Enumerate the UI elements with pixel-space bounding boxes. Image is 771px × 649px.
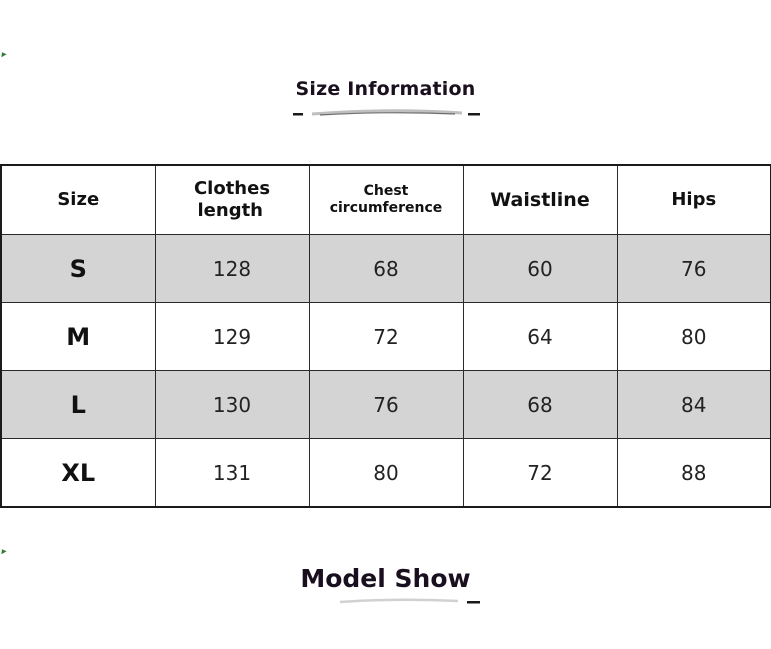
title-underline-decoration <box>293 109 480 116</box>
hips-cell: 80 <box>616 302 771 371</box>
table-row: L 130 76 68 84 <box>0 370 771 439</box>
corner-mark-icon <box>0 50 7 58</box>
header-hips: Hips <box>616 164 771 235</box>
length-cell: 128 <box>154 234 310 303</box>
table-row: M 129 72 64 80 <box>0 302 771 371</box>
size-information-title: Size Information <box>295 78 476 100</box>
header-clothes-length-line1: Clothes <box>193 178 271 200</box>
table-row: S 128 68 60 76 <box>0 234 771 303</box>
waist-cell: 60 <box>462 234 618 303</box>
length-cell: 131 <box>154 438 310 508</box>
waist-cell: 68 <box>462 370 618 439</box>
chest-cell: 80 <box>308 438 464 508</box>
table-header-row: Size Clothes length Chest circumference … <box>0 164 771 235</box>
size-cell: M <box>0 302 156 371</box>
size-cell: S <box>0 234 156 303</box>
hips-cell: 88 <box>616 438 771 508</box>
length-cell: 130 <box>154 370 310 439</box>
hips-cell: 76 <box>616 234 771 303</box>
chest-cell: 72 <box>308 302 464 371</box>
header-size: Size <box>0 164 156 235</box>
size-cell: L <box>0 370 156 439</box>
corner-mark-icon <box>0 547 7 555</box>
model-show-title: Model Show <box>300 564 471 593</box>
header-chest-line1: Chest <box>363 183 409 200</box>
header-clothes-length: Clothes length <box>154 164 310 235</box>
chest-cell: 76 <box>308 370 464 439</box>
hips-cell: 84 <box>616 370 771 439</box>
length-cell: 129 <box>154 302 310 371</box>
header-chest-line2: circumference <box>329 200 443 216</box>
waist-cell: 72 <box>462 438 618 508</box>
size-table: Size Clothes length Chest circumference … <box>0 164 771 508</box>
header-waistline: Waistline <box>462 164 618 235</box>
waist-cell: 64 <box>462 302 618 371</box>
size-cell: XL <box>0 438 156 508</box>
chest-cell: 68 <box>308 234 464 303</box>
title-underline-decoration <box>339 598 480 604</box>
table-row: XL 131 80 72 88 <box>0 438 771 508</box>
header-clothes-length-line2: length <box>197 200 264 221</box>
header-chest-circumference: Chest circumference <box>308 164 464 235</box>
